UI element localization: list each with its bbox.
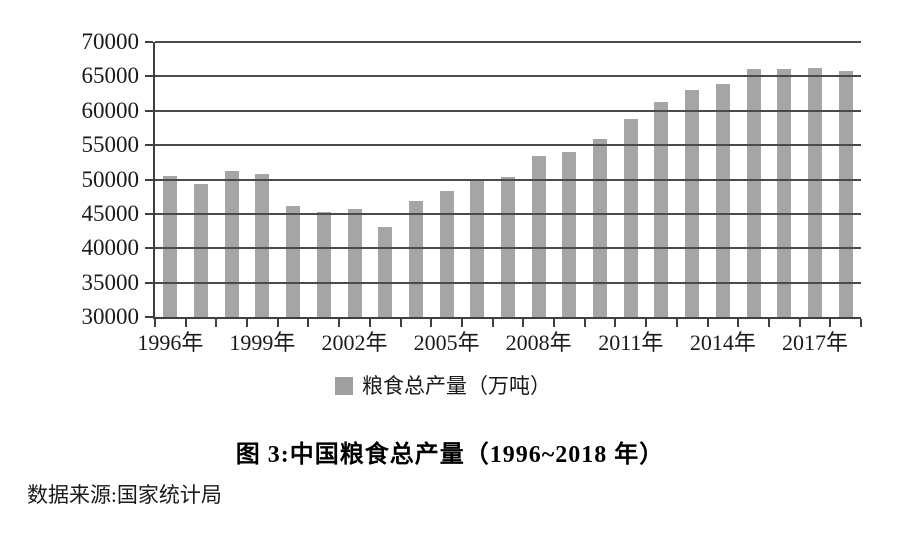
- bar-2008: [531, 155, 546, 317]
- x-tick-17: [675, 319, 678, 327]
- bar-2011: [623, 118, 638, 317]
- bar-2012: [654, 102, 669, 317]
- x-tick-22: [829, 319, 832, 327]
- bar-2017: [807, 68, 822, 317]
- x-tick-2: [215, 319, 218, 327]
- legend-label: 粮食总产量（万吨）: [362, 374, 551, 398]
- x-tick-23: [860, 319, 862, 327]
- bar-2001: [316, 212, 331, 317]
- x-tick-0: [154, 319, 156, 327]
- x-tick-6: [338, 319, 341, 327]
- x-tick-14: [583, 319, 586, 327]
- x-axis-label-1996: 1996年: [137, 330, 204, 355]
- x-tick-4: [276, 319, 279, 327]
- bar-2009: [562, 152, 577, 317]
- gridline-55000: [155, 144, 861, 147]
- x-tick-16: [645, 319, 648, 327]
- x-axis-label-2017: 2017年: [781, 330, 848, 355]
- y-axis-label-60000: 60000: [81, 97, 140, 123]
- figure-title: 图 3:中国粮食总产量（1996~2018 年）: [235, 442, 665, 468]
- x-tick-8: [399, 319, 402, 327]
- x-tick-9: [430, 319, 433, 327]
- gridline-65000: [155, 75, 861, 78]
- bar-2004: [408, 200, 423, 317]
- x-tick-1: [184, 319, 187, 327]
- y-tick-55000: [145, 144, 153, 147]
- legend: 粮食总产量（万吨）: [335, 374, 551, 398]
- bar-2002: [347, 209, 362, 317]
- x-tick-10: [460, 319, 463, 327]
- bar-1998: [224, 171, 239, 317]
- x-tick-20: [767, 319, 770, 327]
- bar-1999: [255, 173, 270, 317]
- x-axis-label-2002: 2002年: [321, 330, 388, 355]
- x-tick-3: [246, 319, 249, 327]
- x-tick-15: [614, 319, 617, 327]
- x-axis-label-2014: 2014年: [689, 330, 756, 355]
- x-tick-5: [307, 319, 310, 327]
- bar-2010: [593, 138, 608, 317]
- y-axis-label-70000: 70000: [81, 29, 140, 54]
- bar-2000: [286, 205, 301, 317]
- y-tick-50000: [145, 178, 153, 181]
- bar-2013: [685, 89, 700, 317]
- data-source: 数据来源:国家统计局: [27, 483, 222, 507]
- y-axis-label-40000: 40000: [81, 235, 140, 261]
- bar-2005: [439, 190, 454, 317]
- y-tick-40000: [145, 247, 153, 250]
- gridline-35000: [155, 281, 861, 284]
- x-tick-21: [798, 319, 801, 327]
- y-axis-label-30000: 30000: [81, 304, 140, 329]
- bar-1997: [194, 183, 209, 317]
- y-tick-65000: [145, 75, 153, 78]
- x-axis-label-2008: 2008年: [505, 330, 572, 355]
- gridline-70000: [155, 41, 861, 43]
- x-axis-label-1999: 1999年: [229, 330, 296, 355]
- bar-2016: [777, 69, 792, 317]
- y-tick-60000: [145, 109, 153, 112]
- y-axis-label-35000: 35000: [81, 269, 140, 295]
- gridline-40000: [155, 247, 861, 250]
- y-axis-label-55000: 55000: [81, 132, 140, 158]
- gridline-60000: [155, 109, 861, 112]
- y-tick-45000: [145, 212, 153, 215]
- gridline-45000: [155, 212, 861, 215]
- y-tick-70000: [145, 41, 153, 43]
- y-axis-label-45000: 45000: [81, 200, 140, 226]
- bar-2015: [746, 69, 761, 317]
- bar-2018: [838, 70, 853, 317]
- x-tick-18: [706, 319, 709, 327]
- legend-swatch: [335, 377, 353, 395]
- bar-2014: [715, 83, 730, 317]
- x-tick-7: [368, 319, 371, 327]
- x-tick-19: [737, 319, 740, 327]
- gridline-50000: [155, 178, 861, 181]
- y-tick-30000: [145, 316, 153, 318]
- x-axis-label-2011: 2011年: [598, 330, 664, 355]
- x-tick-12: [522, 319, 525, 327]
- y-axis-label-50000: 50000: [81, 166, 140, 192]
- bar-2003: [378, 227, 393, 317]
- x-tick-11: [491, 319, 494, 327]
- y-axis-label-65000: 65000: [81, 63, 140, 89]
- x-axis-label-2005: 2005年: [413, 330, 480, 355]
- y-tick-35000: [145, 281, 153, 284]
- x-tick-13: [553, 319, 556, 327]
- plot-area: 30000 35000 40000 45000 50000 55000 60000 65000…: [82, 30, 862, 355]
